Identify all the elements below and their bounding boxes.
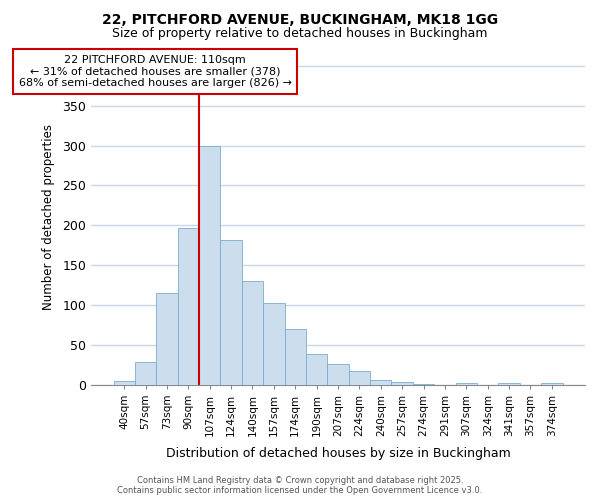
Bar — [284, 329, 306, 384]
Bar — [220, 240, 242, 384]
Bar — [199, 146, 220, 384]
Bar — [391, 382, 413, 384]
Bar — [178, 228, 199, 384]
Text: Contains HM Land Registry data © Crown copyright and database right 2025.
Contai: Contains HM Land Registry data © Crown c… — [118, 476, 482, 495]
Text: Size of property relative to detached houses in Buckingham: Size of property relative to detached ho… — [112, 28, 488, 40]
Bar — [135, 362, 156, 384]
Bar — [263, 302, 284, 384]
Bar — [242, 281, 263, 384]
X-axis label: Distribution of detached houses by size in Buckingham: Distribution of detached houses by size … — [166, 447, 511, 460]
Bar — [455, 383, 477, 384]
Text: 22, PITCHFORD AVENUE, BUCKINGHAM, MK18 1GG: 22, PITCHFORD AVENUE, BUCKINGHAM, MK18 1… — [102, 12, 498, 26]
Bar — [499, 383, 520, 384]
Bar — [370, 380, 391, 384]
Bar — [113, 381, 135, 384]
Bar — [156, 293, 178, 384]
Bar — [541, 383, 563, 384]
Bar — [349, 371, 370, 384]
Bar — [328, 364, 349, 384]
Bar — [306, 354, 328, 384]
Y-axis label: Number of detached properties: Number of detached properties — [43, 124, 55, 310]
Text: 22 PITCHFORD AVENUE: 110sqm
← 31% of detached houses are smaller (378)
68% of se: 22 PITCHFORD AVENUE: 110sqm ← 31% of det… — [19, 55, 292, 88]
